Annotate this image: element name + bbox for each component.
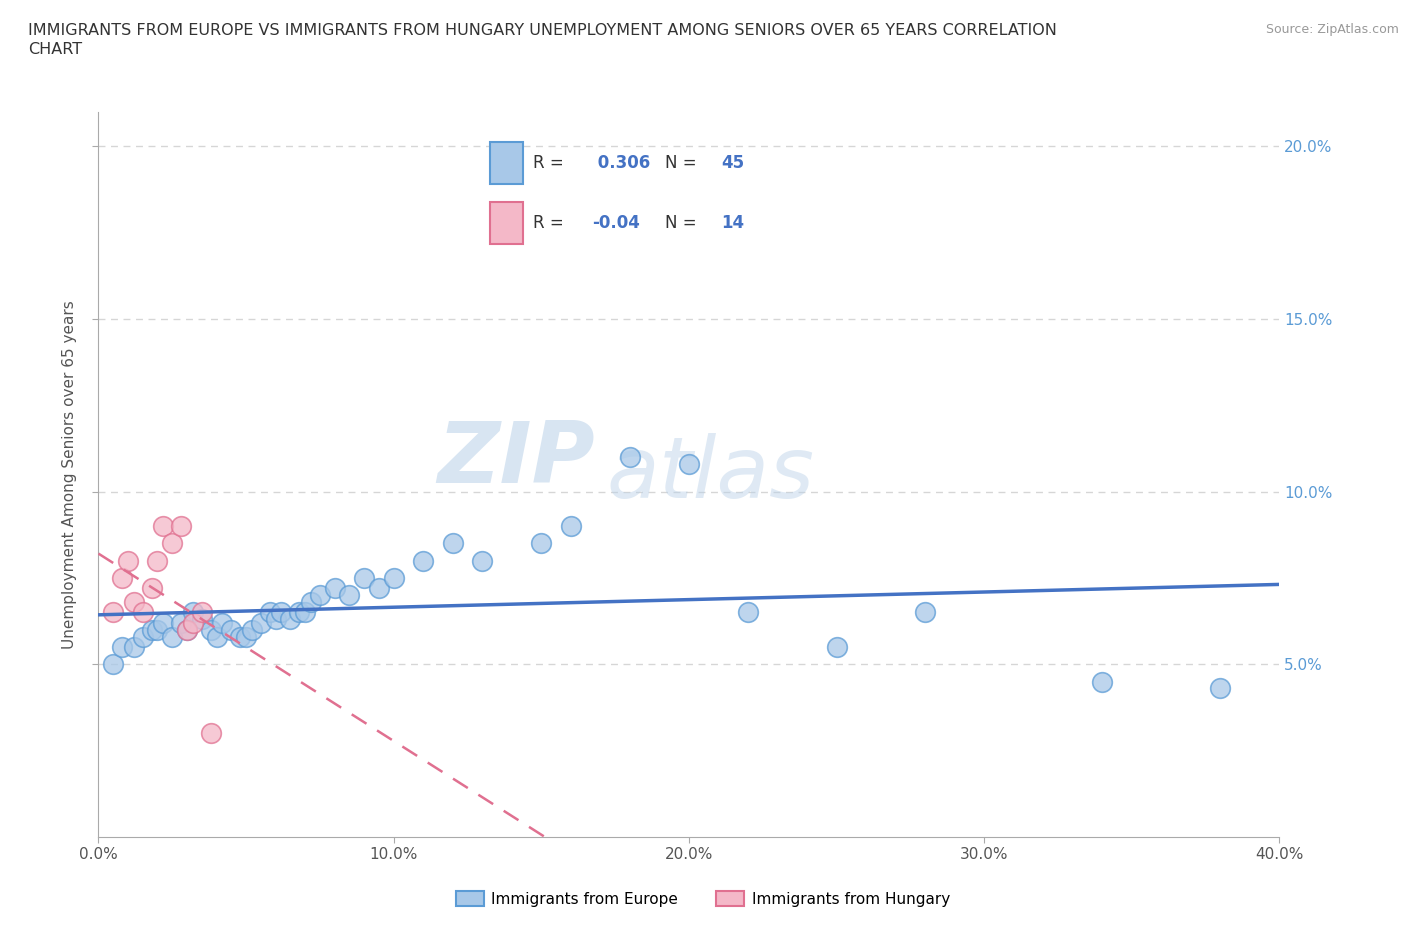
Point [170, 616, 193, 631]
Point [914, 605, 936, 620]
Point [191, 605, 214, 620]
Point [170, 519, 193, 534]
Point [412, 553, 434, 568]
Point [235, 630, 257, 644]
Point [141, 622, 163, 637]
Point [122, 594, 145, 609]
Point [678, 457, 700, 472]
Point [259, 605, 281, 620]
Point [1209, 681, 1232, 696]
Point [111, 570, 134, 585]
Point [162, 630, 183, 644]
Point [825, 640, 848, 655]
Point [382, 570, 405, 585]
Point [162, 536, 183, 551]
Point [181, 616, 204, 631]
Point [737, 605, 759, 620]
Legend: Immigrants from Europe, Immigrants from Hungary: Immigrants from Europe, Immigrants from … [450, 885, 956, 913]
Point [117, 553, 139, 568]
Point [176, 622, 198, 637]
Point [205, 630, 228, 644]
Point [1091, 674, 1114, 689]
Text: ZIP: ZIP [437, 418, 595, 501]
Text: Source: ZipAtlas.com: Source: ZipAtlas.com [1265, 23, 1399, 36]
Point [181, 605, 204, 620]
Point [211, 616, 233, 631]
Point [122, 640, 145, 655]
Point [191, 612, 214, 627]
Point [270, 605, 292, 620]
Point [103, 605, 125, 620]
Point [152, 616, 174, 631]
Text: atlas: atlas [606, 432, 814, 516]
Point [339, 588, 360, 603]
Point [103, 657, 125, 671]
Point [353, 570, 375, 585]
Point [299, 594, 322, 609]
Y-axis label: Unemployment Among Seniors over 65 years: Unemployment Among Seniors over 65 years [62, 300, 77, 649]
Point [240, 622, 263, 637]
Point [132, 605, 155, 620]
Point [368, 581, 391, 596]
Point [200, 726, 222, 741]
Point [176, 622, 198, 637]
Text: IMMIGRANTS FROM EUROPE VS IMMIGRANTS FROM HUNGARY UNEMPLOYMENT AMONG SENIORS OVE: IMMIGRANTS FROM EUROPE VS IMMIGRANTS FRO… [28, 23, 1057, 38]
Point [530, 536, 553, 551]
Point [152, 519, 174, 534]
Point [278, 612, 302, 627]
Point [294, 605, 316, 620]
Point [146, 622, 169, 637]
Point [309, 588, 332, 603]
Point [288, 605, 311, 620]
Point [111, 640, 134, 655]
Point [441, 536, 464, 551]
Point [229, 630, 252, 644]
Point [250, 616, 273, 631]
Point [560, 519, 582, 534]
Text: CHART: CHART [28, 42, 82, 57]
Point [132, 630, 155, 644]
Point [619, 449, 641, 464]
Point [219, 622, 242, 637]
Point [146, 553, 169, 568]
Point [141, 581, 163, 596]
Point [200, 622, 222, 637]
Point [323, 581, 346, 596]
Point [471, 553, 494, 568]
Point [264, 612, 287, 627]
